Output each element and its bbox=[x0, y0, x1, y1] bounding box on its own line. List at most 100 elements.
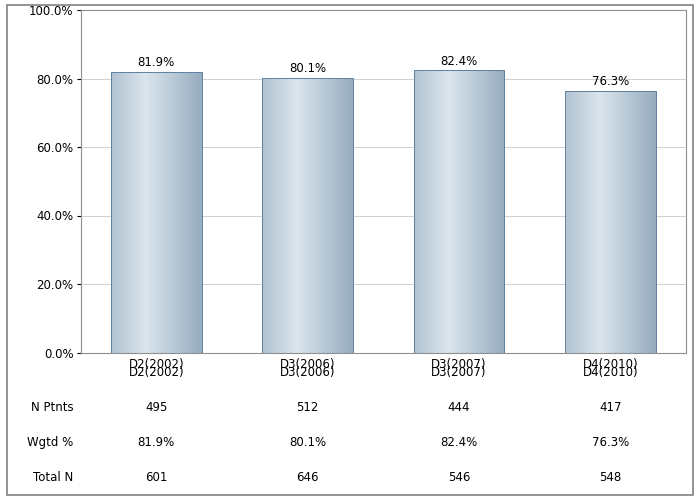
Bar bbox=[471, 70, 472, 352]
Bar bbox=[172, 72, 173, 352]
Bar bbox=[133, 72, 134, 352]
Bar bbox=[503, 70, 505, 352]
Bar bbox=[277, 78, 279, 352]
Bar bbox=[438, 70, 440, 352]
Bar bbox=[652, 91, 653, 352]
Bar bbox=[634, 91, 636, 352]
Bar bbox=[570, 91, 571, 352]
Bar bbox=[298, 78, 299, 352]
Bar bbox=[571, 91, 572, 352]
Bar bbox=[469, 70, 470, 352]
Bar bbox=[154, 72, 155, 352]
Bar bbox=[298, 78, 300, 352]
Bar bbox=[115, 72, 116, 352]
Bar bbox=[631, 91, 632, 352]
Bar bbox=[187, 72, 188, 352]
Bar bbox=[180, 72, 181, 352]
Bar bbox=[478, 70, 479, 352]
Bar bbox=[568, 91, 569, 352]
Bar bbox=[316, 78, 317, 352]
Bar bbox=[303, 78, 304, 352]
Bar bbox=[464, 70, 466, 352]
Bar bbox=[569, 91, 570, 352]
Bar bbox=[183, 72, 185, 352]
Bar bbox=[338, 78, 339, 352]
Bar bbox=[500, 70, 501, 352]
Bar bbox=[149, 72, 150, 352]
Bar bbox=[141, 72, 142, 352]
Bar bbox=[613, 91, 615, 352]
Bar bbox=[134, 72, 135, 352]
Bar bbox=[270, 78, 272, 352]
Bar bbox=[640, 91, 641, 352]
Bar bbox=[470, 70, 471, 352]
Bar bbox=[317, 78, 318, 352]
Bar bbox=[120, 72, 121, 352]
Bar bbox=[462, 70, 463, 352]
Bar bbox=[448, 70, 449, 352]
Bar bbox=[435, 70, 437, 352]
Bar bbox=[296, 78, 297, 352]
Bar bbox=[633, 91, 634, 352]
Bar bbox=[167, 72, 168, 352]
Bar bbox=[193, 72, 195, 352]
Bar bbox=[456, 70, 457, 352]
Bar bbox=[146, 72, 148, 352]
Bar bbox=[191, 72, 192, 352]
Bar bbox=[186, 72, 188, 352]
Bar bbox=[601, 91, 602, 352]
Bar bbox=[316, 78, 318, 352]
Bar bbox=[156, 72, 158, 352]
Bar bbox=[457, 70, 458, 352]
Bar bbox=[584, 91, 586, 352]
Text: 495: 495 bbox=[145, 401, 167, 414]
Bar bbox=[643, 91, 644, 352]
Bar bbox=[129, 72, 130, 352]
Text: 646: 646 bbox=[296, 471, 318, 484]
Text: 512: 512 bbox=[296, 401, 318, 414]
Bar bbox=[490, 70, 491, 352]
Bar bbox=[609, 91, 610, 352]
Bar bbox=[130, 72, 132, 352]
Bar bbox=[451, 70, 452, 352]
Text: 81.9%: 81.9% bbox=[138, 436, 175, 449]
Bar bbox=[422, 70, 423, 352]
Bar bbox=[426, 70, 428, 352]
Bar bbox=[416, 70, 418, 352]
Bar bbox=[281, 78, 282, 352]
Bar bbox=[307, 78, 309, 352]
Bar bbox=[642, 91, 643, 352]
Bar bbox=[288, 78, 290, 352]
Bar bbox=[113, 72, 114, 352]
Bar bbox=[624, 91, 625, 352]
Bar bbox=[499, 70, 500, 352]
Bar bbox=[420, 70, 421, 352]
Bar bbox=[488, 70, 489, 352]
Bar bbox=[283, 78, 284, 352]
Bar bbox=[453, 70, 454, 352]
Bar bbox=[273, 78, 274, 352]
Bar bbox=[572, 91, 573, 352]
Bar bbox=[468, 70, 469, 352]
Bar bbox=[426, 70, 427, 352]
Bar bbox=[306, 78, 307, 352]
Bar bbox=[111, 72, 112, 352]
Bar bbox=[179, 72, 180, 352]
Bar bbox=[428, 70, 430, 352]
Bar bbox=[299, 78, 300, 352]
Bar bbox=[493, 70, 494, 352]
Bar bbox=[337, 78, 338, 352]
Bar bbox=[481, 70, 482, 352]
Bar bbox=[301, 78, 302, 352]
Bar bbox=[150, 72, 151, 352]
Bar bbox=[603, 91, 604, 352]
Bar bbox=[446, 70, 447, 352]
Bar bbox=[606, 91, 608, 352]
Bar bbox=[331, 78, 332, 352]
Bar bbox=[287, 78, 288, 352]
Bar bbox=[474, 70, 475, 352]
Bar bbox=[427, 70, 428, 352]
Bar bbox=[444, 70, 445, 352]
Bar bbox=[309, 78, 310, 352]
Bar bbox=[351, 78, 352, 352]
